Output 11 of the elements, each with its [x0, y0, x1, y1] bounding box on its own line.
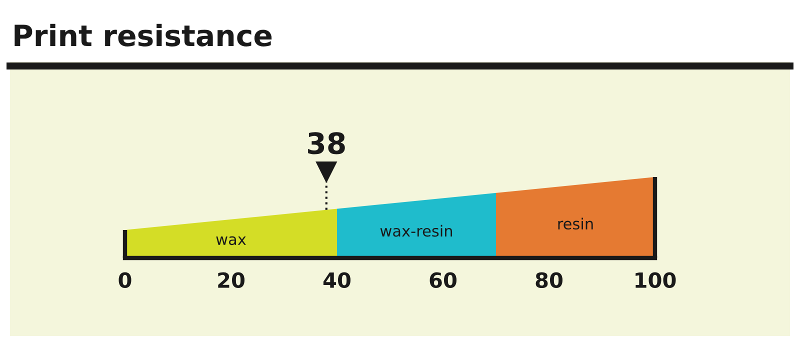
x-tick-label: 0 [118, 272, 132, 288]
series-label: wax [216, 236, 246, 246]
x-tick-label: 100 [636, 272, 676, 288]
series-label: resin [558, 218, 593, 230]
x-tick-label: 80 [536, 272, 562, 288]
series-label: wax-resin [380, 224, 452, 237]
x-tick-label: 40 [323, 272, 350, 288]
x-tick-label: 20 [218, 272, 244, 288]
x-tick-label: 60 [430, 272, 456, 288]
ref-line-label: 38 [308, 132, 345, 154]
chart-title: Print resistance [14, 24, 272, 46]
